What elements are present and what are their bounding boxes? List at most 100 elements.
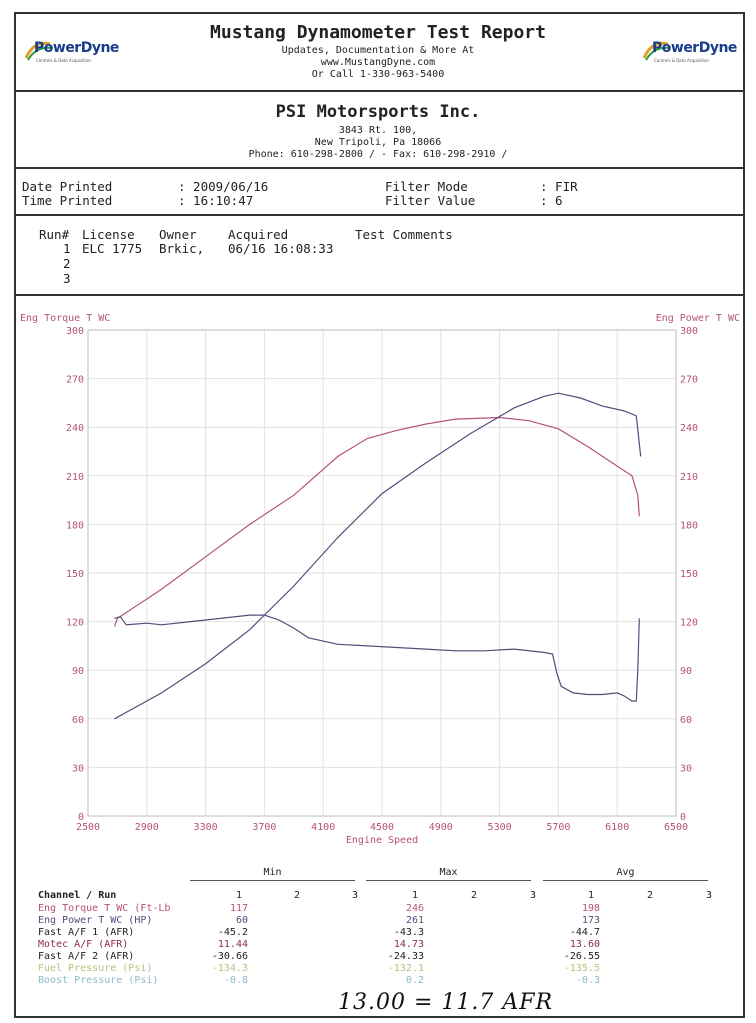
x-tick-label: 2900 [135, 822, 159, 833]
y-tick-label-left: 150 [66, 569, 84, 580]
y-tick-label-left: 30 [72, 763, 84, 774]
stats-min-value: 11.44 [217, 939, 248, 950]
torque-series-line [113, 416, 640, 627]
x-tick-label: 3700 [252, 822, 276, 833]
powerdyne-logo-left: PowerDyne Controls & Data Acquisition [22, 34, 122, 66]
run-owner: Brkic, [159, 241, 205, 256]
x-tick-label: 3300 [194, 822, 218, 833]
handwritten-note: 13.00 = 11.7 AFR [338, 990, 554, 1015]
date-printed-value: : 2009/06/16 [178, 179, 269, 194]
y-tick-label-right: 120 [680, 618, 698, 629]
run-license: ELC 1775 [82, 241, 143, 256]
y-tick-label-left: 210 [66, 472, 84, 483]
y-tick-label-left: 270 [66, 375, 84, 386]
divider [14, 294, 745, 296]
y-tick-label-right: 300 [680, 326, 698, 337]
y-tick-label-left: 300 [66, 326, 84, 337]
run-number: 2 [63, 256, 71, 271]
stats-min-value: 117 [229, 903, 248, 914]
company-address-2: New Tripoli, Pa 18066 [314, 137, 442, 148]
stats-max-value: 246 [405, 903, 424, 914]
y-tick-label-left: 240 [66, 423, 84, 434]
stats-channel-name: Eng Torque T WC (Ft-Lb [38, 903, 171, 914]
stats-min-value: -0.8 [223, 975, 248, 986]
y-axis-label-left: Eng Torque T WC [20, 313, 110, 324]
y-tick-label-right: 60 [680, 715, 692, 726]
stats-avg-value: -44.7 [569, 927, 600, 938]
stats-min-value: 60 [235, 915, 248, 926]
y-tick-label-right: 150 [680, 569, 698, 580]
stats-channel-header: Channel / Run [38, 890, 117, 901]
y-tick-label-right: 180 [680, 520, 698, 531]
stats-max-value: -132.1 [387, 963, 424, 974]
x-tick-label: 5700 [546, 822, 570, 833]
power-series-line [114, 392, 642, 720]
x-tick-label: 4900 [429, 822, 453, 833]
header-phone: Or Call 1-330-963-5400 [311, 69, 445, 80]
logo-text: PowerDyne [652, 40, 737, 56]
y-tick-label-right: 210 [680, 472, 698, 483]
stats-max-value: 0.2 [405, 975, 424, 986]
divider [14, 167, 745, 169]
x-axis-label: Engine Speed [346, 835, 418, 846]
runs-header-run: Run# [39, 227, 70, 242]
stats-avg-value: 198 [581, 903, 600, 914]
stats-min-value: -134.3 [211, 963, 248, 974]
stats-run-number: 1 [236, 890, 243, 901]
stats-avg-value: -26.55 [563, 951, 600, 962]
runs-header-license: License [82, 227, 135, 242]
y-tick-label-right: 240 [680, 423, 698, 434]
filter-mode-label: Filter Mode [385, 179, 468, 194]
stats-run-number: 1 [588, 890, 595, 901]
time-printed-value: : 16:10:47 [178, 193, 254, 208]
stats-group-label: Min [263, 867, 282, 878]
header-website: www.MustangDyne.com [320, 57, 436, 68]
stats-run-number: 3 [530, 890, 537, 901]
divider [14, 214, 745, 216]
run-number: 3 [63, 271, 71, 286]
logo-swoosh-icon [24, 41, 53, 61]
stats-run-number: 1 [412, 890, 419, 901]
stats-avg-value: 173 [581, 915, 600, 926]
x-tick-label: 4100 [311, 822, 335, 833]
company-name: PSI Motorsports Inc. [275, 102, 481, 122]
y-axis-label-right: Eng Power T WC [656, 313, 740, 324]
logo-swoosh-icon [642, 41, 671, 61]
stats-channel-name: Fast A/F 2 (AFR) [38, 951, 135, 962]
stats-min-value: -45.2 [217, 927, 248, 938]
stats-avg-value: -135.5 [563, 963, 600, 974]
y-tick-label-right: 30 [680, 763, 692, 774]
y-tick-label-left: 60 [72, 715, 84, 726]
stats-run-number: 2 [294, 890, 301, 901]
x-tick-label: 4500 [370, 822, 394, 833]
y-tick-label-left: 120 [66, 618, 84, 629]
runs-header-comments: Test Comments [355, 227, 453, 242]
y-tick-label-right: 270 [680, 375, 698, 386]
y-tick-label-left: 180 [66, 520, 84, 531]
stats-max-value: -24.33 [387, 951, 424, 962]
stats-channel-name: Motec A/F (AFR) [38, 939, 129, 950]
stats-run-number: 2 [471, 890, 478, 901]
divider [14, 90, 745, 92]
stats-max-value: 261 [405, 915, 424, 926]
filter-value-value: : 6 [540, 193, 563, 208]
y-tick-label-left: 90 [72, 666, 84, 677]
runs-header-acquired: Acquired [228, 227, 289, 242]
powerdyne-logo-right: PowerDyne Controls & Data Acquisition [640, 34, 740, 66]
runs-header-owner: Owner [159, 227, 197, 242]
stats-avg-value: 13.60 [569, 939, 600, 950]
company-phone-fax: Phone: 610-298-2800 / - Fax: 610-298-291… [248, 149, 508, 160]
stats-group-label: Max [439, 867, 458, 878]
report-title: Mustang Dynamometer Test Report [210, 22, 546, 43]
stats-run-number: 2 [647, 890, 654, 901]
stats-channel-name: Fuel Pressure (Psi) [38, 963, 153, 974]
y-tick-label-right: 90 [680, 666, 692, 677]
stats-min-value: -30.66 [211, 951, 248, 962]
report-frame [14, 12, 745, 1018]
afr-series-line [114, 614, 640, 702]
run-acquired: 06/16 16:08:33 [228, 241, 334, 256]
x-tick-label: 6500 [664, 822, 688, 833]
run-number: 1 [63, 241, 71, 256]
dyno-chart: 2500 2900 3300 3700 4100 4500 4900 5300 5700 6100… [20, 313, 740, 846]
group-underline [190, 880, 355, 881]
